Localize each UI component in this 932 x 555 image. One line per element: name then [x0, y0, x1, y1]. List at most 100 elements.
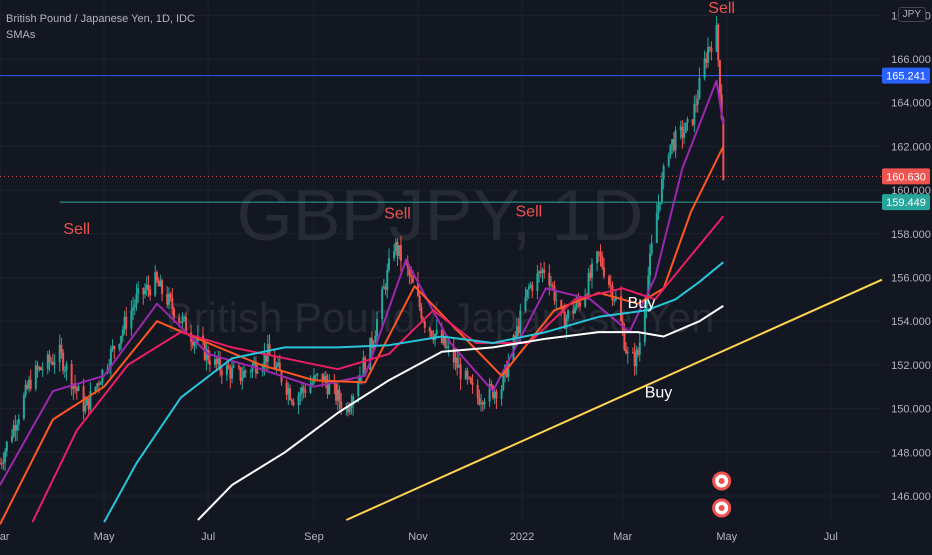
candle-body: [263, 353, 266, 367]
x-tick-label: Jul: [201, 531, 215, 543]
candle-body: [208, 360, 211, 366]
candle-body: [207, 349, 210, 361]
y-tick-label: 154.000: [891, 316, 931, 328]
candle-body: [695, 103, 698, 105]
trendline: [345, 278, 883, 521]
candle-body: [309, 384, 312, 393]
candle-body: [157, 280, 160, 287]
candle-body: [584, 295, 587, 307]
candle-body: [314, 375, 317, 377]
candle-body: [60, 344, 63, 353]
x-tick-label: Nov: [408, 531, 428, 543]
y-tick-label: 146.000: [891, 491, 931, 503]
candle-body: [167, 293, 170, 305]
candle-body: [638, 342, 641, 355]
candle-body: [420, 306, 423, 319]
candle-body: [10, 436, 13, 442]
candle-body: [89, 391, 92, 410]
candle-body: [387, 258, 390, 270]
candle-body: [133, 304, 136, 308]
indicator-name[interactable]: SMAs: [6, 29, 36, 41]
candle-body: [722, 118, 725, 181]
candle-body: [471, 383, 474, 386]
symbol-title[interactable]: British Pound / Japanese Yen, 1D, IDC: [6, 13, 195, 25]
candle-body: [229, 368, 232, 379]
candle-body: [691, 119, 694, 125]
candle-body: [376, 319, 379, 336]
candle-body: [539, 271, 542, 274]
candle-body: [442, 337, 445, 343]
candle-body: [256, 371, 259, 374]
candle-body: [302, 387, 305, 391]
candle-body: [338, 389, 341, 402]
candle-body: [118, 343, 121, 350]
candle-body: [519, 310, 522, 334]
y-tick-label: 166.000: [891, 54, 931, 66]
candle-body: [121, 329, 124, 336]
candle-body: [352, 396, 355, 406]
series-sma_long: [197, 305, 724, 521]
candle-body: [36, 365, 39, 370]
candle-body: [693, 103, 696, 125]
candle-body: [435, 329, 438, 335]
candle-body: [86, 398, 89, 406]
economic-event-dot: [718, 478, 725, 484]
candle-body: [398, 245, 401, 256]
current-price-label: 160.630: [886, 171, 926, 183]
candle-body: [358, 375, 361, 384]
candle-body: [137, 288, 140, 294]
candle-body: [184, 316, 187, 333]
candle-body: [154, 272, 157, 296]
candle-body: [348, 407, 351, 413]
candle-body: [183, 316, 186, 318]
candle-body: [512, 335, 515, 361]
candle-body: [299, 392, 302, 396]
candle-body: [265, 353, 268, 362]
candle-body: [63, 370, 66, 372]
x-tick-label: May: [716, 531, 737, 543]
candle-body: [457, 364, 460, 368]
candle-body: [237, 365, 240, 368]
candle-body: [710, 47, 713, 52]
watermark-ticker: GBPJPY, 1D: [237, 176, 644, 256]
x-tick-label: May: [94, 531, 115, 543]
candle-body: [193, 341, 196, 346]
candle-body: [648, 253, 651, 276]
candle-body: [468, 377, 471, 379]
candle-body: [181, 317, 184, 323]
candle-body: [205, 349, 208, 360]
candle-body: [674, 130, 677, 151]
candle-body: [655, 213, 658, 244]
candle-body: [430, 330, 433, 337]
candle-body: [132, 307, 135, 311]
candle-body: [705, 58, 708, 63]
candle-body: [58, 344, 61, 363]
candle-body: [142, 288, 145, 295]
candle-body: [321, 373, 324, 383]
candle-body: [155, 272, 158, 281]
candle-body: [635, 349, 638, 367]
annotation-sell: Sell: [516, 203, 543, 220]
candle-body: [74, 384, 77, 388]
x-tick-label: 2022: [510, 531, 534, 543]
candle-body: [626, 352, 629, 354]
candle-body: [72, 384, 75, 390]
candle-body: [672, 139, 675, 151]
candle-body: [362, 357, 365, 377]
candle-body: [220, 370, 223, 376]
candle-body: [625, 349, 628, 354]
candle-body: [48, 354, 51, 363]
candle-body: [500, 389, 503, 399]
candle-body: [249, 371, 252, 373]
candle-body: [490, 383, 493, 386]
currency-badge[interactable]: JPY: [897, 7, 926, 22]
candle-body: [347, 406, 350, 413]
candle-body: [418, 295, 421, 307]
candle-body: [428, 327, 431, 331]
candle-body: [681, 126, 684, 138]
candle-body: [667, 154, 670, 166]
economic-event-dot: [718, 505, 725, 511]
candle-body: [717, 24, 720, 61]
